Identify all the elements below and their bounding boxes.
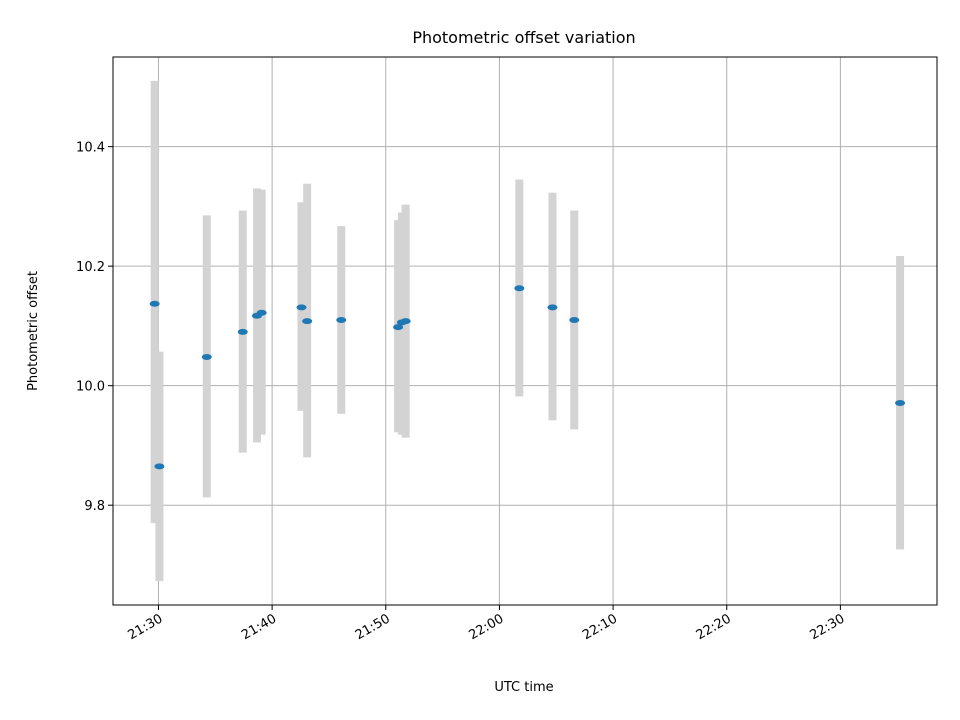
data-point bbox=[302, 318, 313, 325]
data-point bbox=[256, 309, 267, 316]
data-point bbox=[336, 316, 347, 323]
x-tick-label: 22:10 bbox=[580, 611, 620, 643]
x-tick-label: 21:50 bbox=[353, 611, 393, 643]
x-tick-label: 22:20 bbox=[694, 611, 734, 643]
y-tick-label: 9.8 bbox=[84, 499, 105, 514]
plot-frame bbox=[112, 56, 938, 606]
data-point bbox=[895, 400, 906, 407]
y-tick-label: 10.0 bbox=[76, 380, 105, 395]
data-point bbox=[569, 316, 580, 323]
y-axis-ticks: 9.8 10.0 10.2 10.4 bbox=[76, 141, 113, 514]
data-point bbox=[154, 463, 165, 470]
x-tick-label: 22:30 bbox=[807, 611, 847, 643]
data-point bbox=[547, 304, 558, 311]
x-tick-label: 21:30 bbox=[126, 611, 166, 643]
data-point bbox=[400, 318, 411, 325]
x-axis-ticks: 21:30 21:40 21:50 22:00 22:10 22:20 22:30 bbox=[126, 605, 847, 643]
y-tick-label: 10.2 bbox=[76, 260, 105, 275]
chart-title: Photometric offset variation bbox=[412, 28, 635, 47]
error-bars bbox=[150, 80, 905, 582]
x-axis-label: UTC time bbox=[494, 680, 553, 695]
y-tick-label: 10.4 bbox=[76, 141, 105, 156]
y-axis-label: Photometric offset bbox=[26, 271, 41, 391]
x-tick-label: 21:40 bbox=[239, 611, 279, 643]
data-point bbox=[237, 328, 248, 335]
data-point bbox=[296, 304, 307, 311]
data-points bbox=[149, 285, 906, 470]
data-point bbox=[393, 324, 404, 331]
grid-lines bbox=[113, 57, 937, 605]
x-tick-label: 22:00 bbox=[466, 611, 506, 643]
data-point bbox=[514, 285, 525, 292]
data-point bbox=[149, 300, 160, 307]
data-point bbox=[201, 353, 212, 360]
